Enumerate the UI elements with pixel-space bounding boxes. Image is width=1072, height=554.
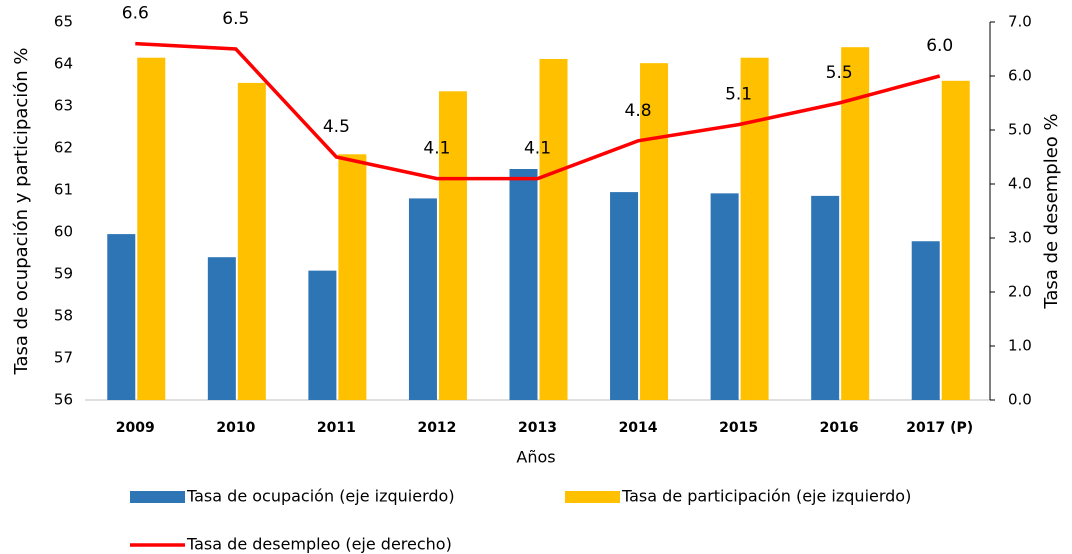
x-tick-label: 2017 (P) [906, 420, 973, 436]
y2-tick-label: 2.0 [1008, 283, 1032, 301]
data-label: 4.8 [625, 101, 652, 121]
y-tick-label: 61 [54, 181, 73, 199]
data-label: 6.6 [122, 4, 149, 24]
bar [911, 241, 940, 400]
bar [107, 234, 136, 400]
data-label: 4.1 [423, 139, 450, 159]
data-label: 4.5 [323, 117, 350, 137]
y-tick-label: 56 [54, 391, 73, 409]
y2-tick-label: 7.0 [1008, 13, 1032, 31]
data-label: 5.5 [826, 63, 853, 83]
y-tick-label: 63 [54, 97, 73, 115]
legend-label: Tasa de participación (eje izquierdo) [621, 487, 911, 506]
legend-swatch [565, 491, 620, 503]
bar [237, 82, 266, 401]
x-tick-label: 2009 [116, 420, 155, 436]
data-label: 6.0 [926, 36, 953, 56]
y-tick-label: 65 [54, 13, 73, 31]
bar [338, 154, 367, 400]
legend-label: Tasa de desempleo (eje derecho) [186, 535, 452, 554]
y-tick-label: 62 [54, 139, 73, 157]
data-label: 6.5 [222, 9, 249, 29]
y-tick-label: 58 [54, 307, 73, 325]
x-tick-label: 2014 [619, 420, 658, 436]
y2-tick-label: 0.0 [1008, 391, 1032, 409]
y-tick-label: 64 [54, 55, 73, 73]
bar [710, 193, 739, 400]
x-tick-label: 2013 [518, 420, 557, 436]
bar [509, 169, 538, 400]
bar [207, 257, 236, 400]
bar [640, 63, 669, 400]
y2-tick-label: 6.0 [1008, 67, 1032, 85]
bar [740, 57, 769, 400]
x-tick-label: 2016 [820, 420, 859, 436]
line [135, 41, 941, 181]
bar [610, 192, 639, 400]
legend-swatch [130, 491, 185, 503]
y2-tick-label: 1.0 [1008, 337, 1032, 355]
data-label: 4.1 [524, 139, 551, 159]
y2-tick-label: 5.0 [1008, 121, 1032, 139]
bar [137, 57, 166, 400]
data-label: 5.1 [725, 85, 752, 105]
legend-label: Tasa de ocupación (eje izquierdo) [186, 487, 455, 506]
y-axis-title: Tasa de ocupación y participación % [11, 48, 32, 376]
bar [408, 198, 437, 400]
x-tick-label: 2012 [417, 420, 456, 436]
bar [811, 195, 840, 400]
y-tick-label: 57 [54, 349, 73, 367]
y2-tick-label: 3.0 [1008, 229, 1032, 247]
x-tick-label: 2010 [216, 420, 255, 436]
y-tick-label: 59 [54, 265, 73, 283]
bar [941, 80, 970, 401]
y-tick-label: 60 [54, 223, 73, 241]
bar [308, 270, 337, 400]
bar [438, 91, 467, 401]
x-axis-title: Años [516, 448, 555, 467]
x-tick-label: 2011 [317, 420, 356, 436]
y2-tick-label: 4.0 [1008, 175, 1032, 193]
bar [841, 47, 870, 400]
x-tick-label: 2015 [719, 420, 758, 436]
bar [539, 58, 568, 401]
y2-axis-title: Tasa de desempleo % [1041, 113, 1062, 309]
